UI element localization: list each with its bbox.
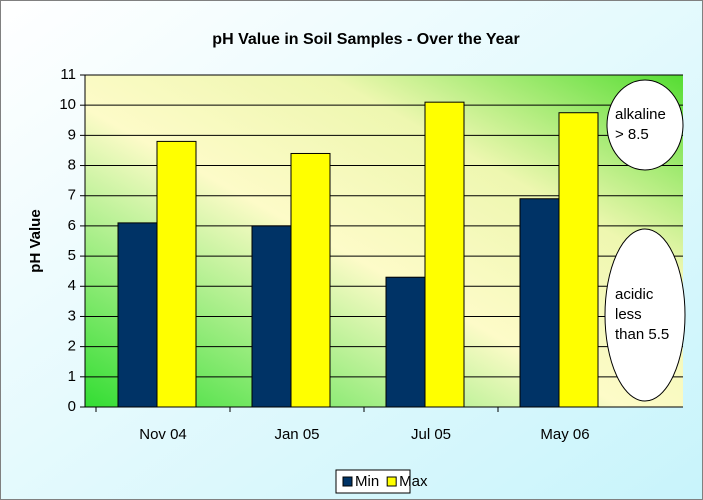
y-tick-label: 1 xyxy=(68,368,76,385)
annotation-bubble xyxy=(604,228,686,402)
legend-swatch xyxy=(386,476,397,487)
bar xyxy=(519,198,560,408)
bar xyxy=(424,101,465,408)
y-tick-label: 2 xyxy=(68,338,76,355)
legend-swatch xyxy=(342,476,353,487)
annotation-text: alkaline xyxy=(615,106,666,123)
legend-label: Max xyxy=(399,473,428,490)
y-tick-label: 4 xyxy=(68,277,76,294)
annotation-bubble xyxy=(606,79,684,171)
bar xyxy=(290,152,331,408)
legend xyxy=(335,469,411,494)
bar xyxy=(117,222,158,408)
annotation-text: than 5.5 xyxy=(615,326,669,343)
annotation-text: less xyxy=(615,306,642,323)
y-tick-label: 9 xyxy=(68,126,76,143)
y-tick-label: 0 xyxy=(68,398,76,415)
y-tick-label: 10 xyxy=(59,96,76,113)
y-axis-label: pH Value xyxy=(27,209,44,272)
bar xyxy=(558,112,599,408)
annotation-text: acidic xyxy=(615,286,654,303)
x-tick-label: May 06 xyxy=(540,426,589,443)
x-tick-label: Jan 05 xyxy=(274,426,319,443)
y-tick-label: 3 xyxy=(68,307,76,324)
x-tick-label: Nov 04 xyxy=(139,426,187,443)
y-tick-label: 5 xyxy=(68,247,76,264)
y-tick-label: 11 xyxy=(60,66,76,83)
y-tick-label: 8 xyxy=(68,157,76,174)
legend-label: Min xyxy=(355,473,379,490)
bar xyxy=(251,225,292,408)
chart-title: pH Value in Soil Samples - Over the Year xyxy=(212,31,519,48)
x-tick-label: Jul 05 xyxy=(411,426,451,443)
annotation-text: > 8.5 xyxy=(615,126,649,143)
y-tick-label: 6 xyxy=(68,217,76,234)
y-tick-label: 7 xyxy=(68,187,76,204)
bar xyxy=(156,140,197,408)
bar xyxy=(385,276,426,408)
